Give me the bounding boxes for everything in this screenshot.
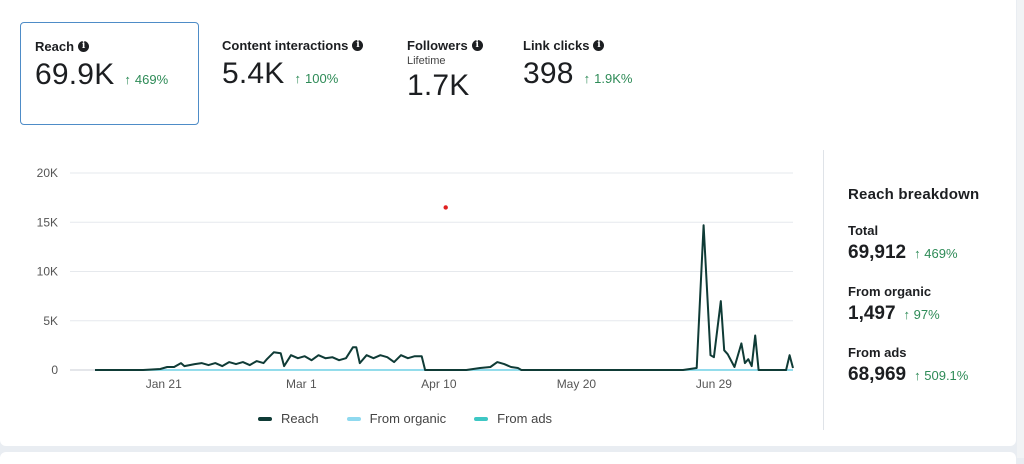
x-tick-label: May 20 [557,377,597,391]
metric-card-link-clicks[interactable]: Link clicks i 398 ↑ 1.9K% [509,22,669,125]
arrow-up-icon: ↑ [124,72,131,87]
y-tick-label: 5K [43,314,58,328]
metric-value: 398 [523,57,574,90]
metric-value: 69.9K [35,58,115,91]
metric-card-content-interactions[interactable]: Content interactions i 5.4K ↑ 100% [208,22,388,125]
chart-grid [70,172,793,371]
metric-subtitle: Lifetime [407,55,446,67]
metric-title-label: Content interactions [222,38,349,53]
metric-change-value: 1.9K% [594,71,633,86]
series-line-reach [95,224,794,371]
legend-swatch-organic [346,416,361,421]
breakdown-change: ↑ 509.1% [914,368,968,383]
metric-change: ↑ 469% [124,72,168,87]
breakdown-row: 68,969 ↑ 509.1% [848,364,1013,386]
x-tick-label: Jun 29 [696,377,732,391]
chart-legend: Reach From organic From ads [258,411,552,426]
x-tick-label: Mar 1 [286,377,317,391]
breakdown-change: ↑ 469% [914,246,957,261]
x-axis: Jan 21 Mar 1 Apr 10 May 20 Jun 29 [146,377,733,391]
arrow-up-icon: ↑ [294,71,302,86]
breakdown-total: Total 69,912 ↑ 469% [848,223,1013,264]
metric-title: Followers i [407,38,489,53]
y-tick-label: 10K [37,265,58,279]
metric-row: 398 ↑ 1.9K% [523,57,655,91]
legend-item-ads[interactable]: From ads [474,411,552,426]
legend-label: Reach [281,411,319,426]
y-tick-label: 15K [37,215,58,229]
breakdown-value: 68,969 [848,364,907,385]
next-panel-edge [0,452,1016,464]
metric-row: 69.9K ↑ 469% [35,58,184,92]
metric-row: 5.4K ↑ 100% [222,57,374,91]
metric-title-label: Followers [407,38,468,53]
arrow-up-icon: ↑ [914,368,925,383]
breakdown-change: ↑ 97% [904,307,940,322]
breakdown-label: Total [848,223,879,238]
metric-row: 1.7K [407,69,489,103]
legend-label: From organic [369,411,447,426]
info-icon[interactable]: i [593,40,605,51]
legend-swatch-ads [474,416,489,421]
arrow-up-icon: ↑ [583,71,591,86]
y-tick-label: 20K [37,166,58,180]
breakdown-change-value: 509.1% [924,368,969,383]
legend-label: From ads [497,411,553,426]
breakdown-row: 69,912 ↑ 469% [848,242,1013,264]
legend-item-organic[interactable]: From organic [346,411,447,426]
legend-swatch-reach [258,416,272,421]
breakdown-change-value: 97% [913,307,940,322]
metric-title: Link clicks i [523,38,655,53]
legend-item-reach[interactable]: Reach [258,411,319,426]
metric-value: 1.7K [407,69,470,102]
breakdown-change-value: 469% [924,246,958,261]
breakdown-organic: From organic 1,497 ↑ 97% [848,284,1013,325]
chart-annotations [443,205,448,210]
breakdown-title: Reach breakdown [848,186,980,203]
metric-change-value: 469% [134,72,169,87]
metric-value: 5.4K [222,57,285,90]
metric-title: Reach i [35,39,184,54]
metric-title-label: Link clicks [523,38,590,53]
breakdown-label: From ads [848,345,907,360]
metric-card-reach[interactable]: Reach i 69.9K ↑ 469% [20,22,199,125]
breakdown-value: 1,497 [848,303,896,324]
metric-change: ↑ 1.9K% [584,71,633,86]
metric-change: ↑ 100% [295,71,339,86]
chart-series [95,224,794,371]
breakdown-ads: From ads 68,969 ↑ 509.1% [848,345,1013,386]
reach-breakdown: Reach breakdown Total 69,912 ↑ 469% From… [848,186,1013,386]
y-axis: 0 5K 10K 15K 20K [37,166,59,377]
metric-title-label: Reach [35,39,75,54]
panel-divider [823,150,824,430]
breakdown-row: 1,497 ↑ 97% [848,303,1013,325]
info-icon[interactable]: i [78,41,90,52]
breakdown-label: From organic [848,284,932,299]
annotation-dot [443,205,448,210]
metric-change-value: 100% [305,71,339,86]
metric-card-followers[interactable]: Followers i Lifetime 1.7K [393,22,503,125]
scrollbar[interactable] [1017,0,1024,458]
arrow-up-icon: ↑ [903,307,914,322]
x-tick-label: Apr 10 [421,377,457,391]
metric-title: Content interactions i [222,38,374,53]
arrow-up-icon: ↑ [914,246,925,261]
info-icon[interactable]: i [352,40,364,51]
x-tick-label: Jan 21 [146,377,182,391]
info-icon[interactable]: i [471,40,483,51]
breakdown-value: 69,912 [848,242,907,263]
y-tick-label: 0 [51,363,58,377]
reach-line-chart[interactable]: 0 5K 10K 15K 20K Jan 21 Mar 1 Apr 10 May 20 Jun … [0,150,820,395]
